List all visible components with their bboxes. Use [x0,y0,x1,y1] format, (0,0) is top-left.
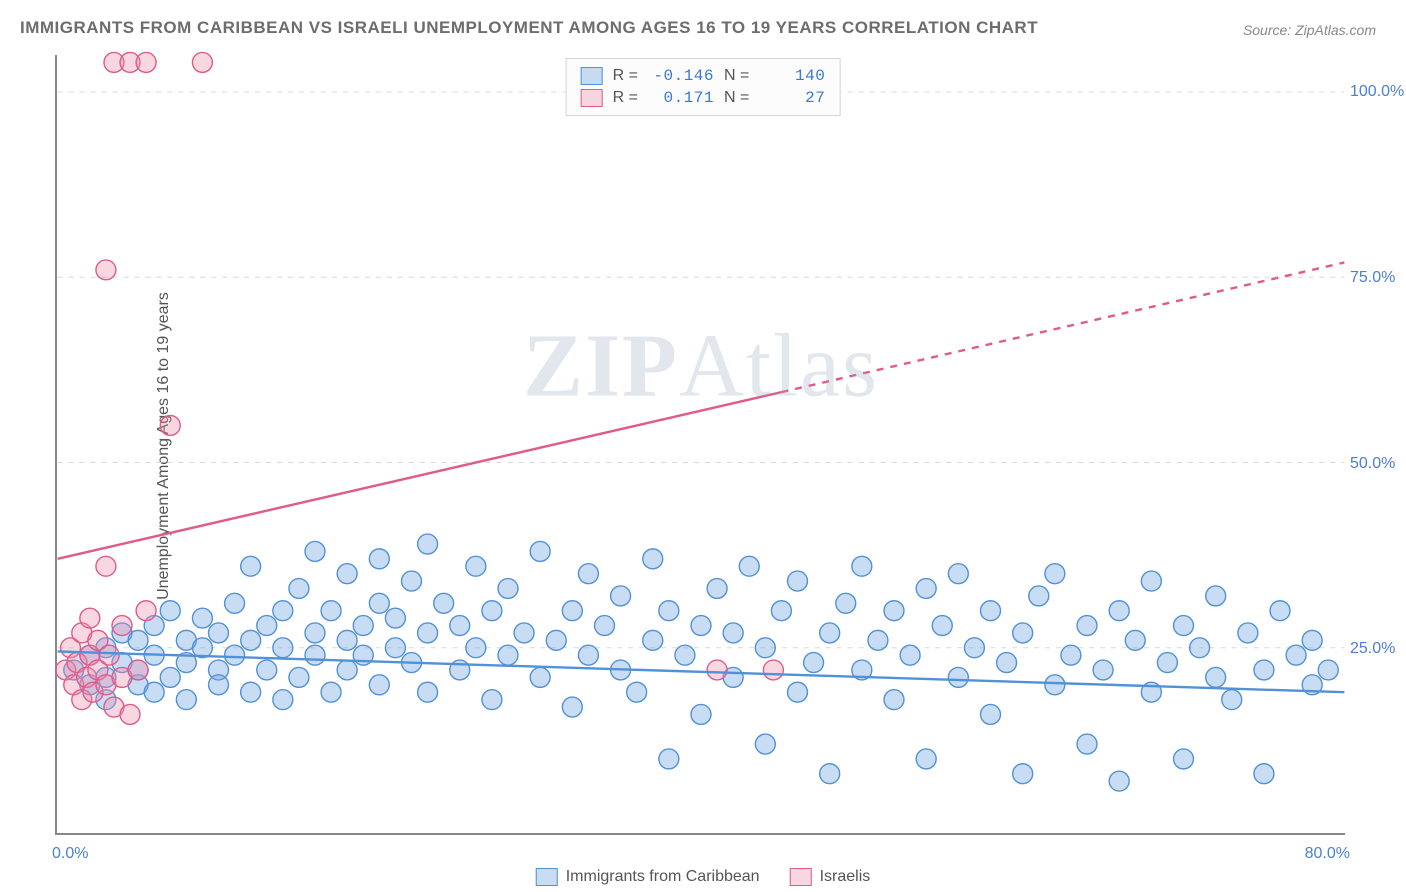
legend-label: Immigrants from Caribbean [566,868,760,886]
legend-n-value: 27 [763,89,825,107]
legend-n-label: N = [724,89,749,107]
legend-r-label: R = [613,89,638,107]
plot-area: ZIPAtlas 0.0% 80.0% 25.0%50.0%75.0%100.0… [55,55,1345,835]
legend-r-label: R = [613,67,638,85]
legend-r-value: 0.171 [652,89,714,107]
legend-swatch-s1 [536,868,558,886]
legend-n-value: 140 [763,67,825,85]
legend-n-label: N = [724,67,749,85]
legend-series: Immigrants from Caribbean Israelis [536,868,871,886]
x-tick-max: 80.0% [1305,845,1350,863]
legend-label: Israelis [820,868,871,886]
legend-item: Immigrants from Caribbean [536,868,760,886]
legend-stats-row: R = 0.171 N = 27 [581,87,826,109]
y-tick: 25.0% [1350,640,1405,658]
x-tick-min: 0.0% [52,845,88,863]
source-attribution: Source: ZipAtlas.com [1243,22,1376,38]
legend-swatch-s2 [790,868,812,886]
legend-item: Israelis [790,868,871,886]
y-tick: 50.0% [1350,455,1405,473]
y-tick: 100.0% [1350,83,1405,101]
legend-stats: R = -0.146 N = 140 R = 0.171 N = 27 [566,58,841,116]
chart-title: IMMIGRANTS FROM CARIBBEAN VS ISRAELI UNE… [20,18,1038,38]
legend-stats-row: R = -0.146 N = 140 [581,65,826,87]
legend-r-value: -0.146 [652,67,714,85]
y-tick: 75.0% [1350,269,1405,287]
legend-swatch-s2 [581,89,603,107]
legend-swatch-s1 [581,67,603,85]
scatter-svg [57,55,1345,833]
